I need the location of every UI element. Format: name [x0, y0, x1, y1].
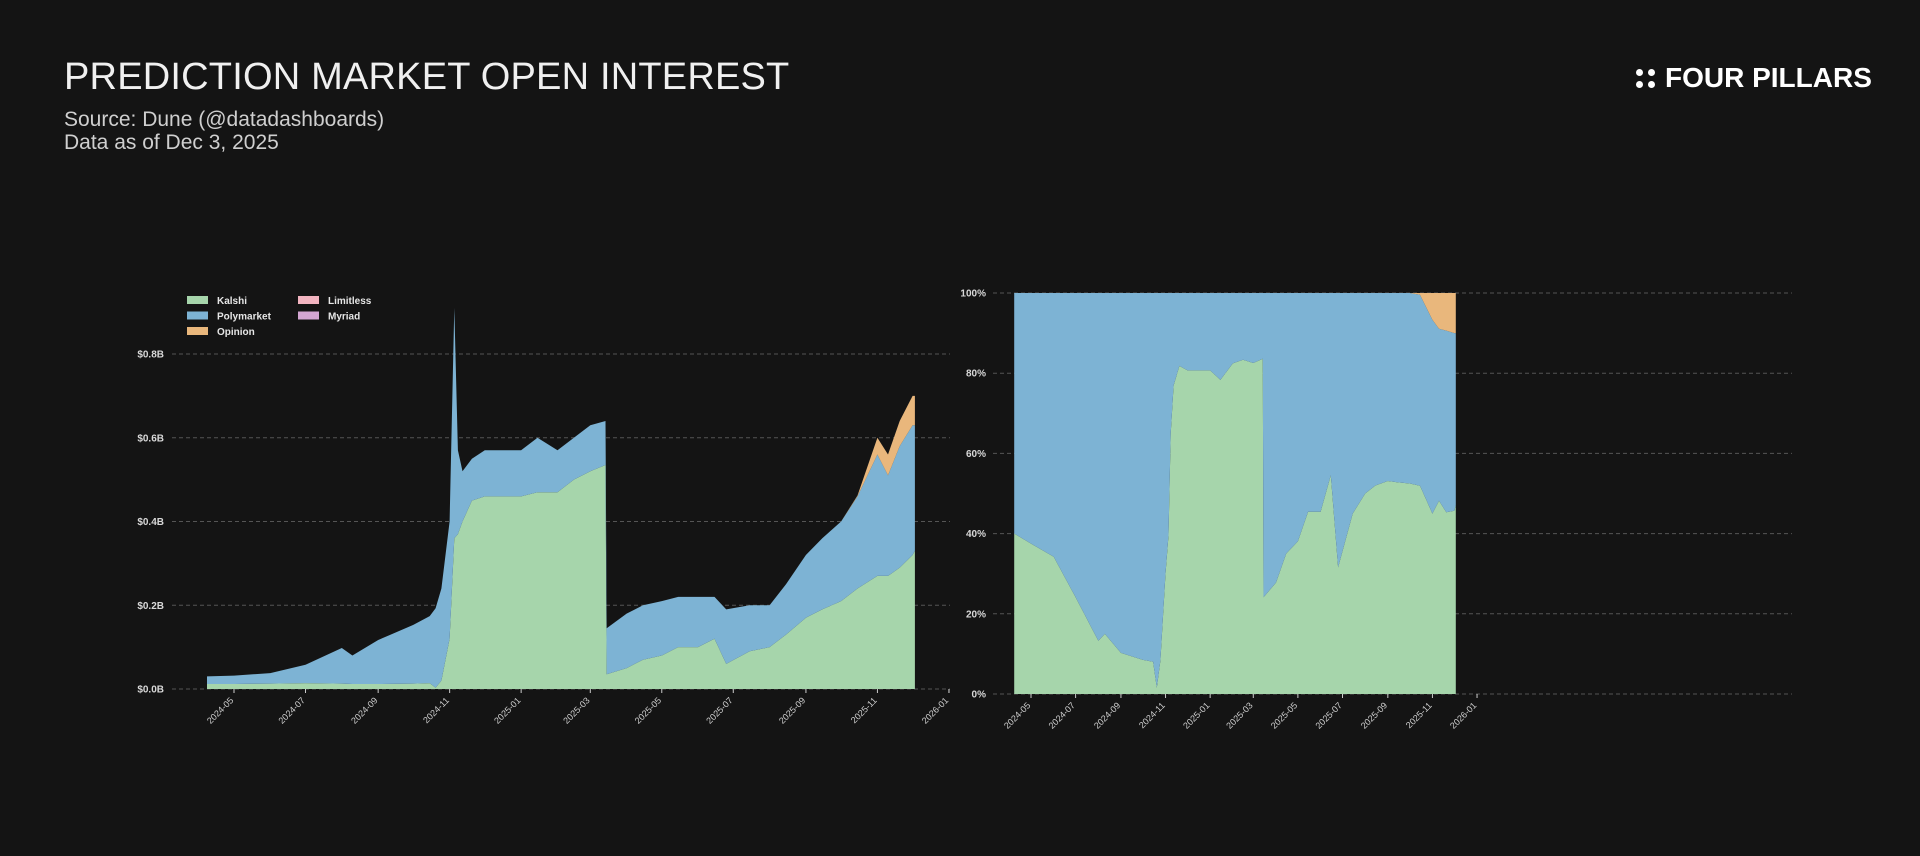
- x-tick-label: 2025-05: [633, 695, 663, 725]
- x-tick-label: 2024-09: [349, 695, 379, 725]
- x-tick-label: 2025-03: [1224, 700, 1254, 730]
- x-tick-label: 2025-11: [1404, 700, 1434, 730]
- legend-label-myriad: Myriad: [328, 312, 360, 323]
- x-tick-label: 2025-09: [777, 695, 807, 725]
- x-tick-label: 2025-07: [704, 695, 734, 725]
- area-kalshi: [1014, 358, 1456, 694]
- legend-swatch-polymarket: [187, 311, 208, 320]
- legend-label-opinion: Opinion: [217, 327, 255, 338]
- logo-dots-icon: [1636, 68, 1655, 88]
- y-tick-label: $0.2B: [137, 601, 164, 612]
- legend-swatch-opinion: [187, 327, 208, 335]
- x-tick-label: 2025-01: [492, 695, 522, 725]
- as-of-text: Data as of Dec 3, 2025: [64, 131, 279, 154]
- y-tick-label: 60%: [966, 449, 986, 460]
- source-text: Source: Dune (@datadashboards): [64, 108, 385, 131]
- y-tick-label: 20%: [966, 609, 986, 620]
- page-title: PREDICTION MARKET OPEN INTEREST: [64, 56, 790, 98]
- x-tick-label: 2024-11: [1137, 700, 1167, 730]
- y-tick-label: 0%: [972, 690, 987, 701]
- y-tick-label: 100%: [960, 289, 986, 300]
- x-tick-label: 2025-01: [1181, 700, 1211, 730]
- x-tick-label: 2024-09: [1092, 700, 1122, 730]
- legend-label-limitless: Limitless: [328, 296, 372, 307]
- x-tick-label: 2024-05: [1002, 700, 1032, 730]
- area-kalshi: [207, 465, 915, 689]
- legend-label-kalshi: Kalshi: [217, 296, 247, 307]
- logo-text: FOUR PILLARS: [1665, 62, 1872, 93]
- legend-swatch-kalshi: [187, 296, 208, 304]
- x-tick-label: 2024-07: [1047, 700, 1077, 730]
- x-tick-label: 2025-11: [849, 695, 879, 725]
- x-tick-label: 2025-03: [561, 695, 591, 725]
- legend-swatch-myriad: [298, 311, 319, 320]
- x-tick-label: 2025-09: [1359, 700, 1389, 730]
- x-tick-label: 2026-01: [920, 695, 950, 725]
- x-tick-label: 2025-05: [1269, 700, 1299, 730]
- y-tick-label: $0.6B: [137, 433, 164, 444]
- x-tick-label: 2024-11: [421, 695, 451, 725]
- legend-swatch-limitless: [298, 296, 319, 304]
- x-tick-label: 2024-07: [276, 695, 306, 725]
- x-tick-label: 2025-07: [1313, 700, 1343, 730]
- market-share-chart: 0% 20% 40% 60% 80% 100% 2024-05 2024-07 2024-09 2…: [960, 289, 1792, 731]
- area-polymarket: [1014, 293, 1456, 688]
- x-tick-label: 2026-01: [1448, 700, 1478, 730]
- legend-label-polymarket: Polymarket: [217, 312, 272, 323]
- logo: FOUR PILLARS: [1636, 62, 1872, 94]
- open-interest-chart: $0.0B $0.2B $0.4B $0.6B $0.8B 2024-05 2024-07 2…: [137, 296, 950, 726]
- y-tick-label: 80%: [966, 369, 986, 380]
- y-tick-label: $0.4B: [137, 517, 164, 528]
- y-tick-label: 40%: [966, 529, 986, 540]
- y-tick-label: $0.8B: [137, 350, 164, 361]
- y-tick-label: $0.0B: [137, 685, 164, 696]
- x-tick-label: 2024-05: [205, 695, 235, 725]
